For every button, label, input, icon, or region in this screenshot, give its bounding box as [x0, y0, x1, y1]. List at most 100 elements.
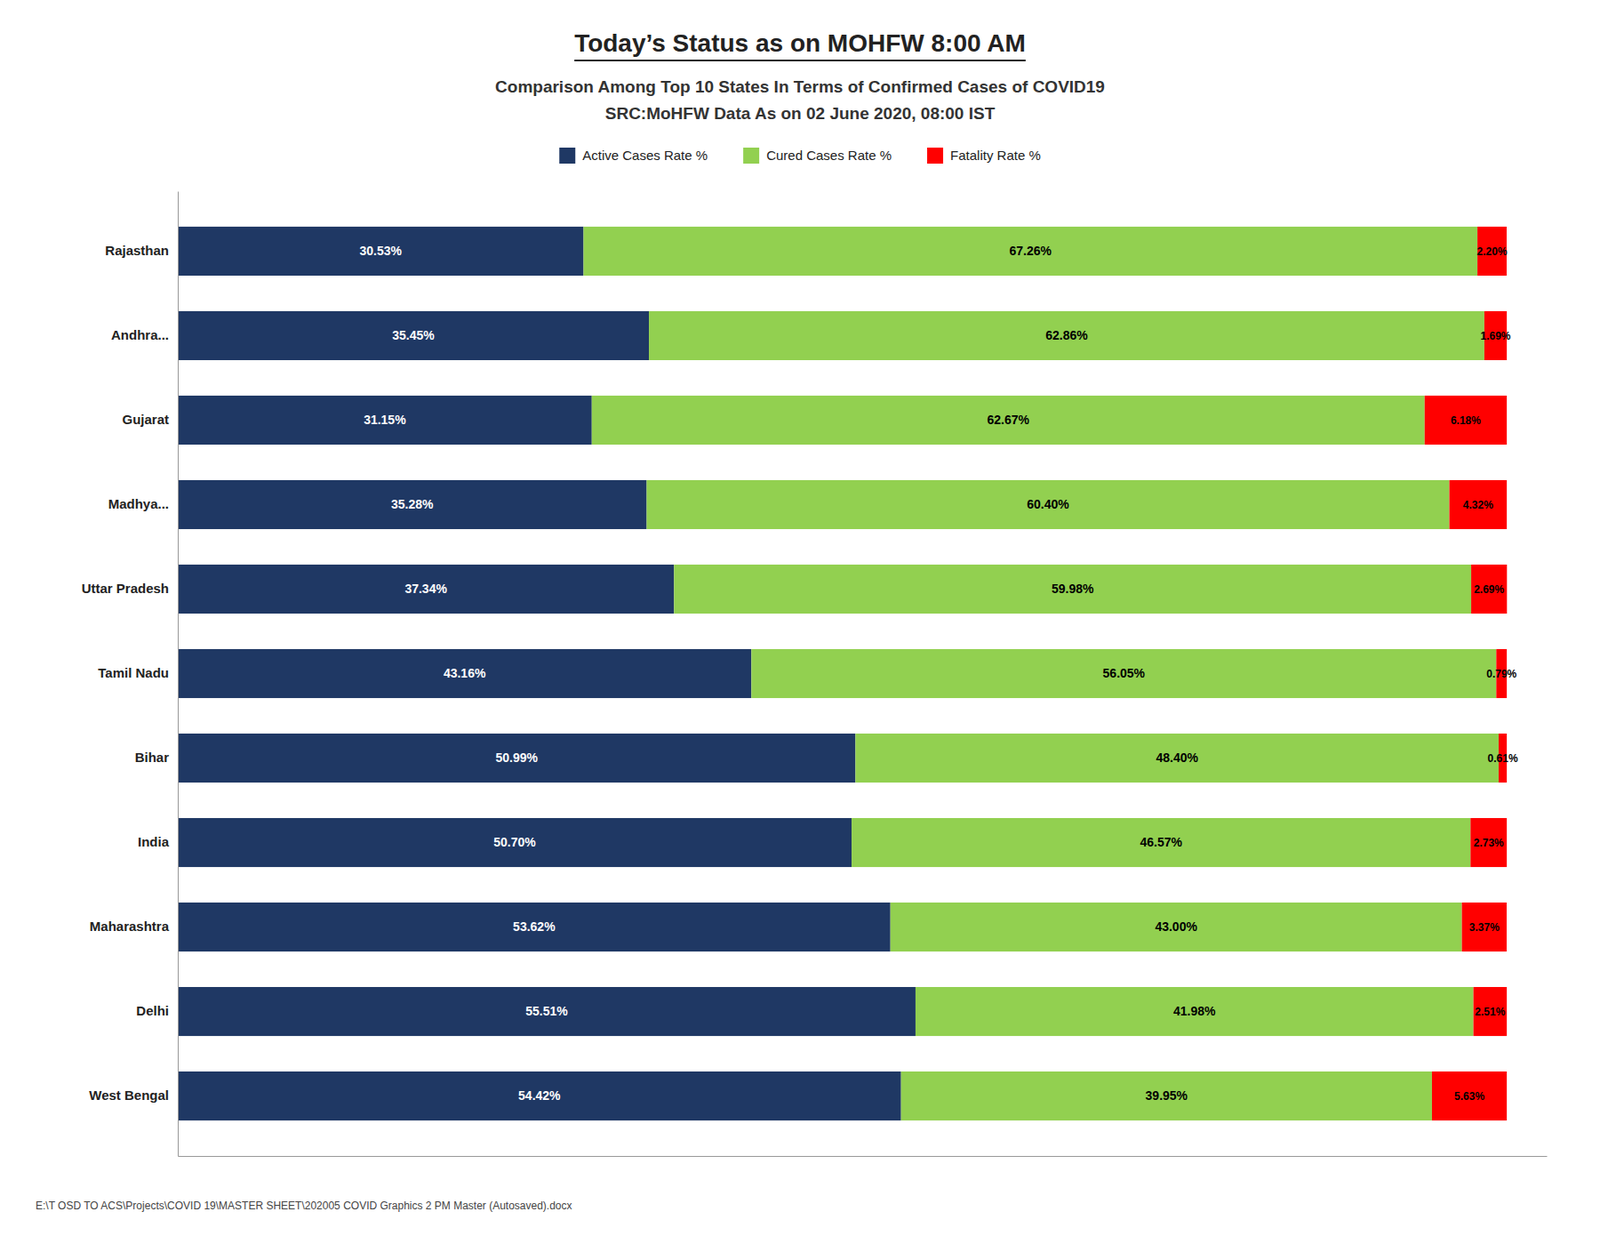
bar — [177, 395, 592, 445]
bar — [592, 395, 1425, 445]
data-label: 62.67% — [986, 412, 1030, 427]
tick: India — [137, 833, 178, 849]
bar — [583, 226, 1478, 276]
data-label: 39.95% — [1145, 1088, 1189, 1103]
title-underline — [574, 59, 1026, 62]
tick: Madhya... — [108, 496, 178, 512]
bar — [1424, 395, 1507, 445]
tick: Gujarat — [121, 411, 178, 427]
bar — [1473, 986, 1508, 1036]
axis-line — [177, 192, 179, 1157]
tick-label: Tamil Nadu — [97, 664, 169, 680]
bar — [177, 817, 852, 867]
data-label: 43.16% — [443, 665, 487, 680]
legend-label: Cured Cases Rate % — [766, 147, 892, 163]
bar — [751, 648, 1496, 698]
data-label: 48.40% — [1155, 750, 1199, 765]
data-label: 50.70% — [493, 834, 536, 849]
tick-label: West Bengal — [88, 1087, 169, 1103]
subtitle: SRC:MoHFW Data As on 02 June 2020, 08:00… — [605, 104, 996, 123]
tick-label: Gujarat — [121, 411, 169, 427]
data-label: 4.32% — [1463, 498, 1494, 512]
bar — [851, 817, 1471, 867]
data-label: 0.61% — [1488, 752, 1519, 765]
legend-item: Active Cases Rate % — [559, 147, 708, 164]
data-label: 2.51% — [1474, 1005, 1505, 1018]
legend: Active Cases Rate % Cured Cases Rate % Fat… — [559, 147, 1041, 164]
data-label: 50.99% — [495, 750, 538, 765]
chart: Today’s Status as on MOHFW 8:00 AM Compar… — [0, 0, 1600, 1236]
bar — [855, 733, 1499, 783]
tick: West Bengal — [88, 1087, 178, 1103]
data-labels: 30.53% 35.45% 31.15% 35.28% 37.34% 43.16% 50.9… — [359, 243, 1518, 1103]
data-label: 0.79% — [1486, 667, 1517, 680]
legend-item: Fatality Rate % — [927, 147, 1041, 164]
bar — [1477, 226, 1507, 276]
legend-label: Fatality Rate % — [950, 147, 1041, 163]
footer: E:\T OSD TO ACS\Projects\COVID 19\MASTER… — [35, 1199, 573, 1212]
data-label: 2.69% — [1473, 583, 1504, 596]
bar — [1432, 1071, 1507, 1120]
bar — [177, 986, 916, 1036]
data-label: 3.37% — [1469, 920, 1500, 934]
legend-swatch — [927, 147, 944, 164]
bar — [673, 564, 1472, 614]
data-label: 5.63% — [1454, 1089, 1485, 1103]
tick: Uttar Pradesh — [81, 580, 178, 596]
x-axis — [178, 1155, 1548, 1157]
bar — [648, 311, 1485, 360]
data-label: 35.45% — [392, 328, 435, 343]
data-label: 37.34% — [404, 581, 448, 596]
tick-label: Delhi — [136, 1002, 169, 1018]
bar — [177, 564, 674, 614]
legend-item: Cured Cases Rate % — [743, 147, 892, 164]
axis-line — [178, 1155, 1548, 1157]
tick: Andhra... — [111, 327, 178, 343]
bar — [1471, 564, 1507, 614]
data-label: 60.40% — [1026, 496, 1070, 512]
tick: Tamil Nadu — [97, 664, 178, 680]
data-label: 41.98% — [1173, 1003, 1216, 1018]
tick: Bihar — [135, 749, 178, 765]
data-label: 46.57% — [1139, 834, 1183, 849]
tick: Maharashtra — [89, 918, 178, 934]
bar — [890, 902, 1463, 952]
bar — [177, 733, 856, 783]
data-label: 67.26% — [1009, 243, 1053, 258]
legend-swatch — [743, 147, 760, 164]
bars — [177, 226, 1507, 1120]
data-label: 2.73% — [1473, 836, 1504, 849]
data-label: 54.42% — [518, 1088, 561, 1103]
legend-label: Active Cases Rate % — [582, 147, 708, 163]
data-label: 56.05% — [1103, 665, 1146, 680]
tick-label: India — [137, 833, 170, 849]
data-label: 59.98% — [1051, 581, 1095, 596]
bar — [1462, 902, 1507, 952]
legend-swatch — [559, 147, 576, 164]
subtitle: Comparison Among Top 10 States In Terms … — [495, 77, 1105, 96]
bar — [177, 648, 752, 698]
tick: Rajasthan — [104, 242, 178, 258]
bar — [1449, 480, 1508, 529]
data-label: 31.15% — [363, 412, 407, 427]
data-label: 53.62% — [512, 919, 556, 934]
data-label: 30.53% — [359, 243, 402, 258]
data-label: 43.00% — [1154, 919, 1198, 934]
data-label: 55.51% — [525, 1003, 568, 1018]
data-label: 2.20% — [1477, 245, 1508, 258]
bar — [177, 902, 891, 952]
bar — [177, 480, 647, 529]
tick-label: Andhra... — [111, 327, 169, 343]
bar — [177, 226, 584, 276]
bar — [646, 480, 1449, 529]
data-label: 35.28% — [391, 496, 434, 512]
tick-label: Madhya... — [108, 496, 169, 512]
title: Today’s Status as on MOHFW 8:00 AM — [574, 29, 1026, 57]
bar — [1470, 817, 1507, 867]
bar — [177, 1071, 902, 1120]
data-label: 6.18% — [1450, 414, 1481, 427]
data-label: 1.69% — [1480, 329, 1511, 343]
tick: Delhi — [136, 1002, 178, 1018]
y-axis: Rajasthan Andhra... Gujarat Madhya... Uttar … — [81, 192, 179, 1157]
tick-label: Maharashtra — [89, 918, 170, 934]
